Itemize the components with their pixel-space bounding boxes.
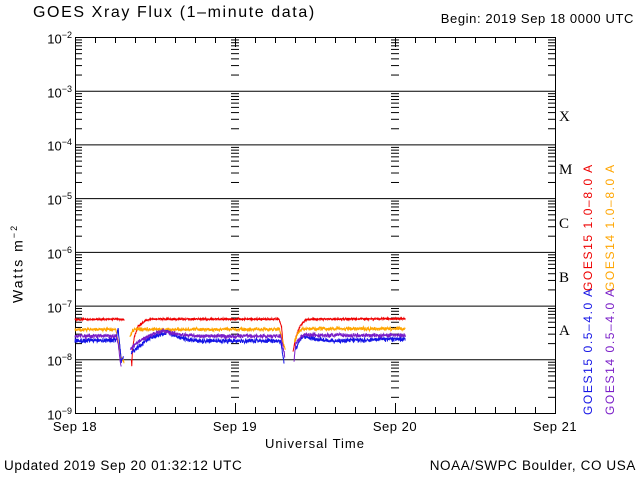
x-tick-label: Sep 19 — [212, 419, 258, 434]
chart-title: GOES Xray Flux (1–minute data) — [33, 4, 316, 21]
series-line — [130, 329, 285, 364]
series-line — [74, 333, 122, 367]
y-tick-label: 10−8 — [47, 352, 72, 369]
series-line — [293, 325, 406, 343]
x-tick-label: Sep 21 — [532, 419, 578, 434]
plot-border — [75, 37, 556, 414]
source-attribution: NOAA/SWPC Boulder, CO USA — [429, 458, 636, 473]
y-axis-label-text: Watts m — [9, 238, 26, 303]
x-axis-label: Universal Time — [265, 436, 365, 451]
series-line — [294, 333, 406, 351]
series-line — [293, 331, 406, 362]
x-tick-label: Sep 18 — [52, 419, 98, 434]
x-tick-label: Sep 20 — [372, 419, 418, 434]
y-tick-label: 10−4 — [47, 137, 72, 154]
y-tick-label: 10−7 — [47, 298, 72, 315]
updated-timestamp: Updated 2019 Sep 20 01:32:12 UTC — [4, 458, 243, 473]
series-line — [74, 316, 125, 322]
legend-goes15-long-channel: GOES15 1.0–8.0 A — [581, 163, 595, 291]
y-tick-label: 10−9 — [47, 406, 72, 423]
flare-class-label-m: M — [559, 162, 573, 179]
series-line — [129, 327, 286, 358]
legend-goes14-long-channel: GOES14 1.0–8.0 A — [603, 163, 617, 291]
begin-timestamp: Begin: 2019 Sep 18 0000 UTC — [440, 11, 634, 26]
y-axis-label-exponent: −2 — [9, 223, 19, 239]
y-tick-label: 10−2 — [47, 30, 72, 47]
flare-class-label-c: C — [559, 216, 570, 232]
series-line — [74, 326, 125, 364]
legend-goes15-short-channel: GOES15 0.5–4.0 A — [581, 287, 595, 415]
flare-class-label-b: B — [559, 269, 570, 286]
y-tick-label: 10−6 — [47, 244, 72, 262]
legend-goes14-short-channel: GOES14 0.5–4.0 A — [603, 287, 617, 415]
flare-class-label-a: A — [559, 323, 570, 340]
y-axis-label: Watts m−2 — [9, 224, 26, 303]
series-line — [129, 325, 286, 350]
y-tick-label: 10−5 — [47, 191, 72, 208]
flare-class-label-x: X — [559, 108, 570, 125]
series-line — [130, 316, 284, 367]
series-line — [74, 328, 124, 364]
y-tick-label: 10−3 — [47, 83, 72, 101]
series-line — [292, 315, 406, 352]
